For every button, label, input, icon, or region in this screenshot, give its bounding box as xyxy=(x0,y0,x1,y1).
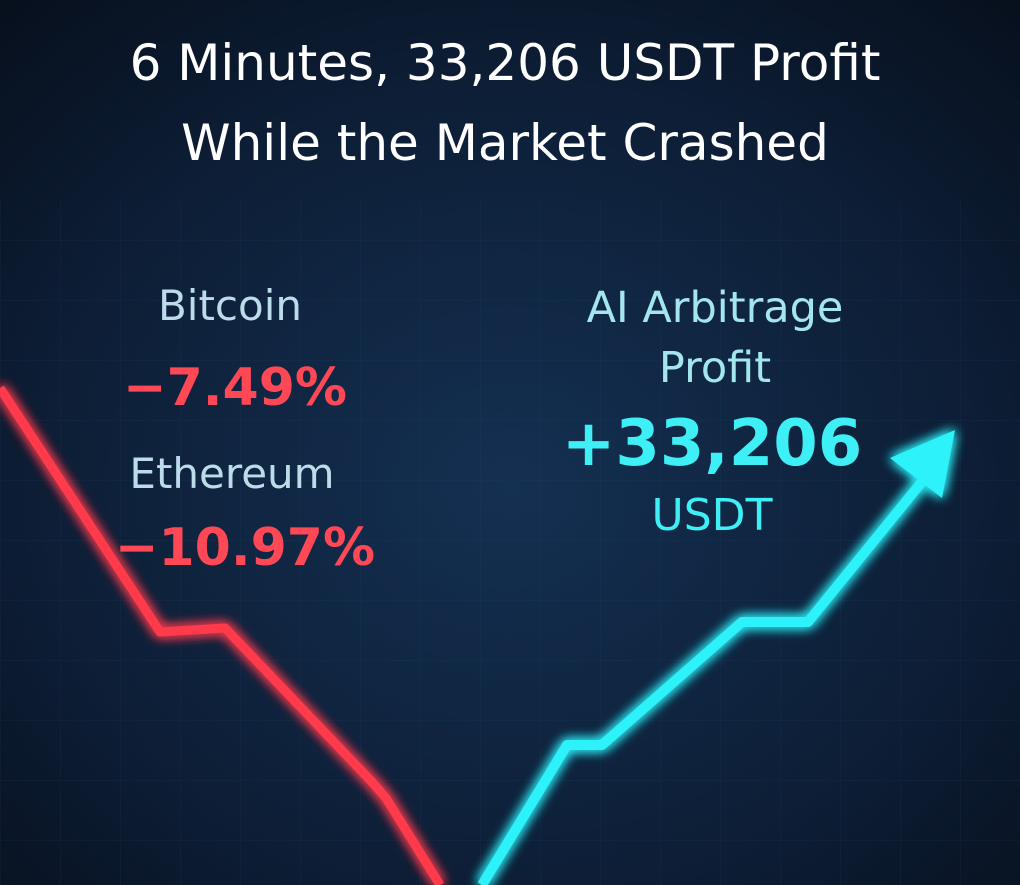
asset-label: Ethereum xyxy=(129,449,334,498)
title-line: 6 Minutes, 33,206 USDT Profit xyxy=(130,34,881,92)
profit-label: Profit xyxy=(659,343,771,393)
asset-change: −10.97% xyxy=(115,518,375,578)
asset-label: Bitcoin xyxy=(158,281,302,330)
title-line: While the Market Crashed xyxy=(181,114,829,172)
rising-line xyxy=(477,474,929,885)
falling-line xyxy=(0,385,444,885)
profit-unit: USDT xyxy=(652,490,773,541)
profit-amount: +33,206 xyxy=(562,407,863,481)
profit-label: AI Arbitrage xyxy=(587,283,844,333)
grid xyxy=(0,200,1020,885)
arrow-head xyxy=(890,430,955,498)
asset-change: −7.49% xyxy=(123,358,347,418)
